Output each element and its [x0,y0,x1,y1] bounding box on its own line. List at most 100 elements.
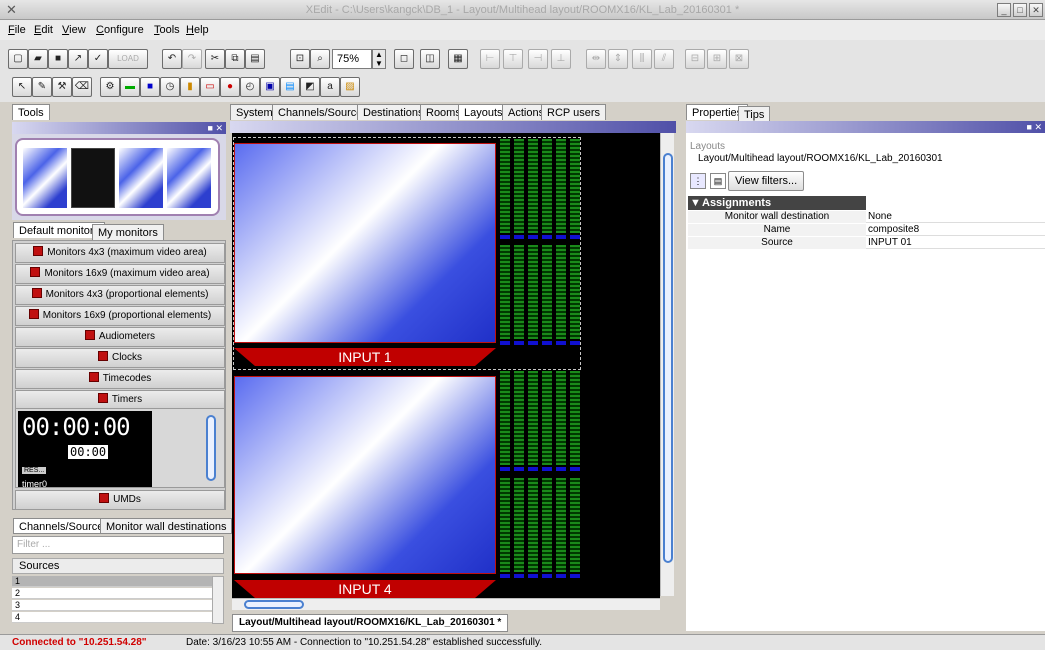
align-top-icon[interactable]: ⊤ [503,49,523,69]
maximize-button[interactable]: □ [1013,3,1027,17]
property-row[interactable]: Source INPUT 01 [688,237,1045,249]
brush-icon[interactable]: ⚒ [52,77,72,97]
align-left-icon[interactable]: ⊢ [480,49,500,69]
audiometer-group[interactable] [500,371,580,471]
tab-layouts[interactable]: Layouts [458,104,509,120]
same-width-icon[interactable]: ⫼ [632,49,652,69]
source-row[interactable]: 4 [12,612,212,623]
sources-scrollbar[interactable] [212,576,224,624]
timer-reset-button[interactable]: RES... [22,467,47,474]
umd-input1[interactable]: INPUT 1 [234,348,496,366]
monitor-item-4x3-prop[interactable]: Monitors 4x3 (proportional elements) [15,285,225,305]
property-value[interactable]: composite8 [868,224,920,235]
menu-view[interactable]: View [62,24,86,36]
paste-icon[interactable]: ▤ [245,49,265,69]
filter-input[interactable]: Filter ... [12,536,224,554]
property-row[interactable]: Name composite8 [688,224,1045,236]
redo-icon[interactable]: ↷ [182,49,202,69]
property-row[interactable]: Monitor wall destination None [688,211,1045,223]
distribute-v-icon[interactable]: ⇕ [608,49,628,69]
document-tab[interactable]: Layout/Multihead layout/ROOMX16/KL_Lab_2… [232,614,509,632]
scroll-thumb[interactable] [244,600,304,609]
monitor-item-audiometers[interactable]: Audiometers [15,327,225,347]
align-bottom-icon[interactable]: ⊥ [551,49,571,69]
list-view-icon[interactable]: ▤ [710,173,726,189]
channel-icon[interactable]: ◩ [300,77,320,97]
monitor-item-16x9-prop[interactable]: Monitors 16x9 (proportional elements) [15,306,225,326]
menu-file[interactable]: File [8,24,26,36]
center-both-icon[interactable]: ⊠ [729,49,749,69]
grid-icon[interactable]: ◫ [420,49,440,69]
distribute-h-icon[interactable]: ⇹ [586,49,606,69]
monitor-item-umds[interactable]: UMDs [15,490,225,510]
monitor-icon[interactable]: ▬ [120,77,140,97]
center-h-icon[interactable]: ⊟ [685,49,705,69]
tab-properties[interactable]: Properties [686,104,749,120]
text-label-icon[interactable]: a [320,77,340,97]
audiometer-group[interactable] [500,245,580,345]
monitor-item-timers[interactable]: Timers [15,390,225,410]
audiometer-icon[interactable]: ▮ [180,77,200,97]
categorized-view-icon[interactable]: ⋮ [690,173,706,189]
pen-icon[interactable]: ✎ [32,77,52,97]
menu-help[interactable]: Help [186,24,209,36]
open-folder-icon[interactable]: ▰ [28,49,48,69]
status-icon[interactable]: ● [220,77,240,97]
layout-preview[interactable] [15,138,220,216]
collapse-icon[interactable]: ▼ [690,197,701,209]
center-v-icon[interactable]: ⊞ [707,49,727,69]
close-panel-icon[interactable]: ■ ✕ [1026,122,1042,132]
clock-icon[interactable]: ◷ [160,77,180,97]
close-button[interactable]: ✕ [1029,3,1043,17]
tools-tab[interactable]: Tools [12,104,50,120]
video-window-input4[interactable] [234,376,496,574]
analog-clock-icon[interactable]: ◴ [240,77,260,97]
zoom-fit-icon[interactable]: ⊡ [290,49,310,69]
monitor-item-timecodes[interactable]: Timecodes [15,369,225,389]
same-height-icon[interactable]: ⫽ [654,49,674,69]
menu-edit[interactable]: Edit [34,24,53,36]
cut-icon[interactable]: ✂ [205,49,225,69]
source-row[interactable]: 1 [12,576,212,587]
video-icon[interactable]: ■ [140,77,160,97]
tab-rooms[interactable]: Rooms [420,104,467,120]
timer-scrollbar[interactable] [206,415,216,481]
group-icon[interactable]: ⚙ [100,77,120,97]
close-panel-icon[interactable]: ■ ✕ [207,123,223,133]
canvas-vertical-scrollbar[interactable] [660,133,674,596]
assignments-section[interactable]: ▼ Assignments [688,196,866,210]
monitor-item-4x3-max[interactable]: Monitors 4x3 (maximum video area) [15,243,225,263]
tab-channels-sources[interactable]: Channels/Sources [13,518,115,534]
align-right-icon[interactable]: ⊣ [528,49,548,69]
video-window-input1[interactable] [234,143,496,343]
tab-actions[interactable]: Actions [502,104,551,120]
tab-channels-sources-main[interactable]: Channels/Sources [272,104,374,120]
load-button[interactable]: LOAD [108,49,148,69]
tab-rcp-users[interactable]: RCP users [541,104,606,120]
check-icon[interactable]: ✓ [88,49,108,69]
snap-icon[interactable]: ◻ [394,49,414,69]
tab-destinations[interactable]: Destinations [357,104,430,120]
zoom-spinner[interactable]: ▲ ▼ [372,49,386,69]
layout-canvas[interactable]: INPUT 1 INPUT 4 [232,133,660,598]
tab-monitor-wall-destinations[interactable]: Monitor wall destinations [100,518,233,534]
source-row[interactable]: 3 [12,600,212,611]
scroll-thumb[interactable] [663,153,673,563]
audiometer-group[interactable] [500,139,580,239]
image-icon[interactable]: ▨ [340,77,360,97]
new-document-icon[interactable]: ▢ [8,49,28,69]
screen-icon[interactable]: ▣ [260,77,280,97]
view-filters-button[interactable]: View filters... [728,171,805,191]
pointer-icon[interactable]: ↖ [12,77,32,97]
umd-input4[interactable]: INPUT 4 [234,580,496,598]
zoom-icon[interactable]: ⌕ [310,49,330,69]
menu-tools[interactable]: Tools [154,24,180,36]
source-row[interactable]: 2 [12,588,212,599]
monitor-item-16x9-max[interactable]: Monitors 16x9 (maximum video area) [15,264,225,284]
umd-icon[interactable]: ▭ [200,77,220,97]
sources-column-header[interactable]: Sources [12,558,224,574]
timer-widget[interactable]: 00:00:00 00:00 RES... timer0 [15,408,225,489]
property-value[interactable]: None [868,211,892,222]
export-icon[interactable]: ↗ [68,49,88,69]
copy-icon[interactable]: ⧉ [225,49,245,69]
